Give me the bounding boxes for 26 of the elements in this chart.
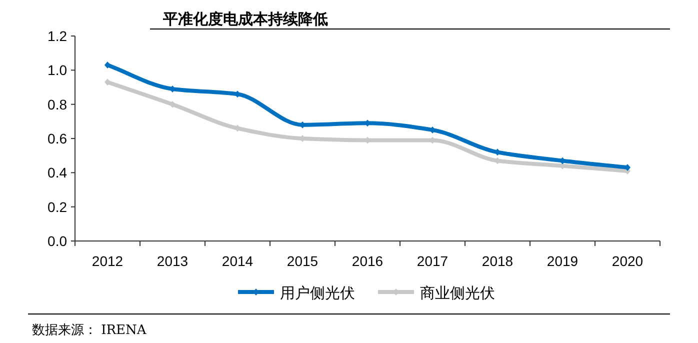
x-tick-label: 2020 bbox=[612, 253, 644, 269]
y-tick-label: 0.8 bbox=[48, 96, 68, 112]
y-tick-label: 0.0 bbox=[48, 233, 68, 249]
point bbox=[104, 62, 110, 69]
point bbox=[430, 126, 436, 134]
source-note: 数据来源： IRENA bbox=[32, 323, 147, 338]
x-tick-label: 2013 bbox=[156, 253, 188, 269]
point bbox=[170, 100, 176, 108]
y-tick-label: 1.0 bbox=[48, 62, 68, 78]
x-tick-label: 2014 bbox=[222, 253, 254, 269]
y-tick-label: 0.6 bbox=[48, 130, 68, 146]
x-tick-label: 2012 bbox=[92, 253, 124, 269]
x-tick-label: 2017 bbox=[416, 253, 448, 269]
y-tick-label: 0.2 bbox=[48, 198, 68, 215]
x-tick-label: 2015 bbox=[286, 253, 318, 269]
point bbox=[624, 164, 630, 172]
x-tick-label: 2018 bbox=[482, 253, 514, 269]
chart-title: 平准化度电成本持续降低 bbox=[162, 10, 328, 28]
x-tick-label: 2016 bbox=[352, 253, 384, 269]
y-tick-label: 1.2 bbox=[48, 28, 68, 44]
y-tick-label: 0.4 bbox=[48, 164, 68, 181]
point bbox=[170, 85, 176, 92]
legend-label: 商业侧光伏 bbox=[420, 285, 495, 302]
legend-label: 用户侧光伏 bbox=[280, 285, 355, 302]
x-tick-label: 2019 bbox=[546, 253, 578, 269]
point bbox=[104, 78, 110, 86]
